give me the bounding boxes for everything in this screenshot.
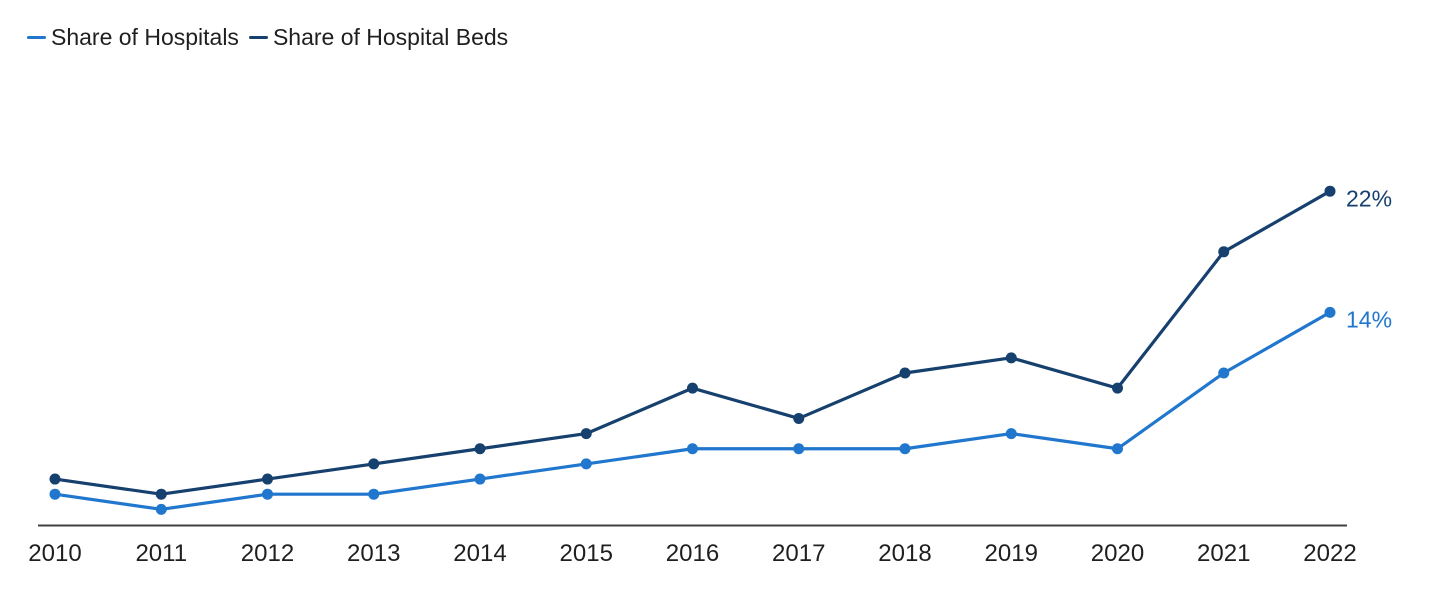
data-point-1-2011 [155, 488, 167, 500]
x-tick-label-2014: 2014 [453, 540, 506, 567]
data-point-0-2021 [1218, 367, 1230, 379]
data-point-0-2020 [1112, 443, 1123, 455]
legend-label-beds: Share of Hospital Beds [272, 24, 509, 50]
data-point-1-2018 [899, 367, 911, 379]
x-tick-label-2011: 2011 [135, 540, 187, 567]
legend-label-hospitals: Share of Hospitals [51, 24, 239, 50]
x-tick-label-2020: 2020 [1091, 540, 1144, 567]
data-point-1-2021 [1218, 246, 1230, 258]
data-point-0-2014 [474, 473, 486, 485]
data-point-1-2014 [474, 443, 486, 455]
data-point-0-2013 [368, 488, 380, 500]
data-point-1-2022 [1324, 185, 1336, 197]
x-tick-label-2018: 2018 [878, 540, 931, 567]
data-point-1-2020 [1112, 382, 1123, 394]
legend-dash-beds-icon [248, 35, 268, 40]
data-point-1-2015 [580, 428, 592, 440]
legend-dash-hospitals-icon [27, 35, 46, 40]
data-point-0-2022 [1324, 306, 1336, 318]
data-point-0-2019 [1005, 428, 1017, 440]
x-tick-label-2010: 2010 [28, 540, 81, 567]
data-point-0-2017 [793, 443, 805, 455]
x-tick-label-2022: 2022 [1303, 540, 1356, 567]
x-tick-label-2013: 2013 [347, 540, 400, 567]
data-point-0-2018 [899, 443, 911, 455]
data-point-0-2016 [687, 443, 698, 455]
chart-legend: Share of Hospitals Share of Hospital Bed… [27, 24, 509, 50]
data-point-0-2011 [155, 503, 167, 515]
data-point-1-2017 [793, 412, 805, 424]
data-point-1-2013 [368, 458, 380, 470]
data-point-0-2015 [580, 458, 592, 470]
data-point-1-2016 [687, 382, 698, 394]
end-label-1: 22% [1346, 185, 1392, 211]
data-point-0-2010 [49, 488, 61, 500]
x-tick-label-2019: 2019 [985, 540, 1038, 567]
x-tick-label-2012: 2012 [241, 540, 294, 567]
x-tick-label-2015: 2015 [560, 540, 613, 567]
x-tick-label-2017: 2017 [772, 540, 825, 567]
x-tick-label-2016: 2016 [666, 540, 719, 567]
data-point-1-2012 [262, 473, 273, 485]
legend-item-share-of-hospitals: Share of Hospitals [27, 24, 239, 50]
end-label-0: 14% [1346, 306, 1392, 332]
data-point-1-2010 [49, 473, 61, 485]
data-point-1-2019 [1005, 352, 1017, 364]
series-line-0 [53, 310, 1332, 511]
data-point-0-2012 [262, 488, 273, 500]
legend-item-share-of-hospital-beds: Share of Hospital Beds [248, 24, 509, 50]
x-tick-label-2021: 2021 [1197, 540, 1250, 567]
